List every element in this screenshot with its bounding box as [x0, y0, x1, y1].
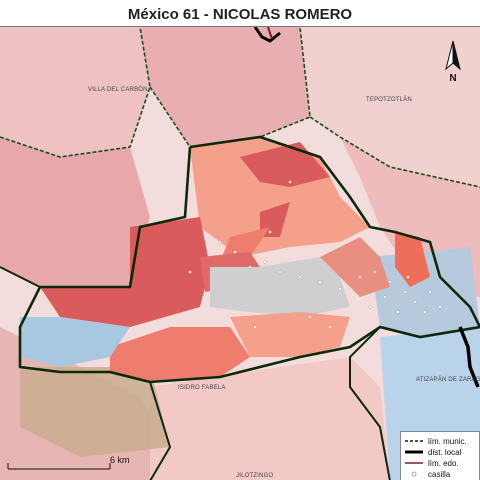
- region-west: [0, 137, 150, 287]
- region-northwest: [0, 27, 150, 157]
- scale-bar: [7, 463, 111, 470]
- legend-casilla-icon: [405, 469, 423, 479]
- munic-boundary-sw: [149, 381, 172, 480]
- region-north: [140, 27, 310, 147]
- label-jilotzingo: JILOTZINGO: [236, 473, 274, 479]
- ward-east-red: [395, 232, 430, 287]
- munic-boundary-3: [309, 116, 480, 188]
- state-boundary-top: [267, 27, 273, 40]
- map-canvas[interactable]: [0, 27, 480, 480]
- munic-boundary-w: [0, 266, 41, 288]
- legend-edo-icon: [405, 458, 423, 468]
- ward-north-light: [190, 137, 370, 257]
- ward-west-dark: [40, 217, 210, 327]
- ward-mid-neutral: [210, 257, 350, 317]
- label-villa-del-carbon: VILLA DEL CARBÓN: [88, 87, 148, 93]
- ward-east-light: [320, 237, 390, 297]
- map-frame[interactable]: VILLA DEL CARBÓN TEPOTZOTLÁN ISIDRO FABE…: [0, 26, 480, 480]
- map-title: México 61 - NICOLAS ROMERO: [127, 6, 353, 23]
- region-northeast: [300, 27, 480, 187]
- north-letter: N: [449, 73, 457, 84]
- legend-label-munic: lím. munic.: [428, 436, 467, 446]
- legend-label-casilla: casilla: [428, 469, 451, 479]
- legend-label-edo: lím. edo.: [428, 458, 459, 468]
- terrain-brown: [20, 367, 170, 457]
- label-tepotzotlan: TEPOTZOTLÁN: [366, 97, 412, 103]
- legend-munic-icon: [405, 436, 423, 446]
- ward-south-light: [230, 312, 350, 357]
- casilla-points: [188, 180, 442, 329]
- legend-item-edo: lím. edo.: [405, 458, 459, 468]
- munic-boundary-2: [149, 27, 311, 148]
- district-boundary-south: [18, 146, 480, 384]
- ward-west-blue: [20, 317, 130, 367]
- legend-dist-icon: [405, 447, 423, 457]
- north-arrow: N: [438, 39, 468, 84]
- north-arrow-icon: [445, 40, 461, 71]
- ward-center-medium: [220, 227, 270, 262]
- dist-local-east: [458, 326, 480, 388]
- ward-south-medium: [110, 327, 250, 382]
- district-boundary-north: [189, 135, 480, 328]
- legend-label-dist: dist. local: [428, 447, 462, 457]
- legend-item-munic: lím. munic.: [405, 436, 467, 446]
- label-isidro-fabela: ISIDRO FABELA: [178, 385, 226, 391]
- scale-label: 6 km: [110, 455, 130, 465]
- munic-boundary-1: [0, 27, 151, 158]
- legend-item-casilla: casilla: [405, 469, 450, 479]
- munic-boundary-se: [349, 326, 391, 480]
- legend-item-dist: dist. local: [405, 447, 461, 457]
- label-atizapan: ATIZAPÁN DE ZARAGOZA: [416, 377, 480, 383]
- region-south: [150, 357, 390, 480]
- legend: lím. munic. dist. local lím. edo. casill…: [400, 431, 480, 480]
- dist-local-top: [253, 27, 281, 43]
